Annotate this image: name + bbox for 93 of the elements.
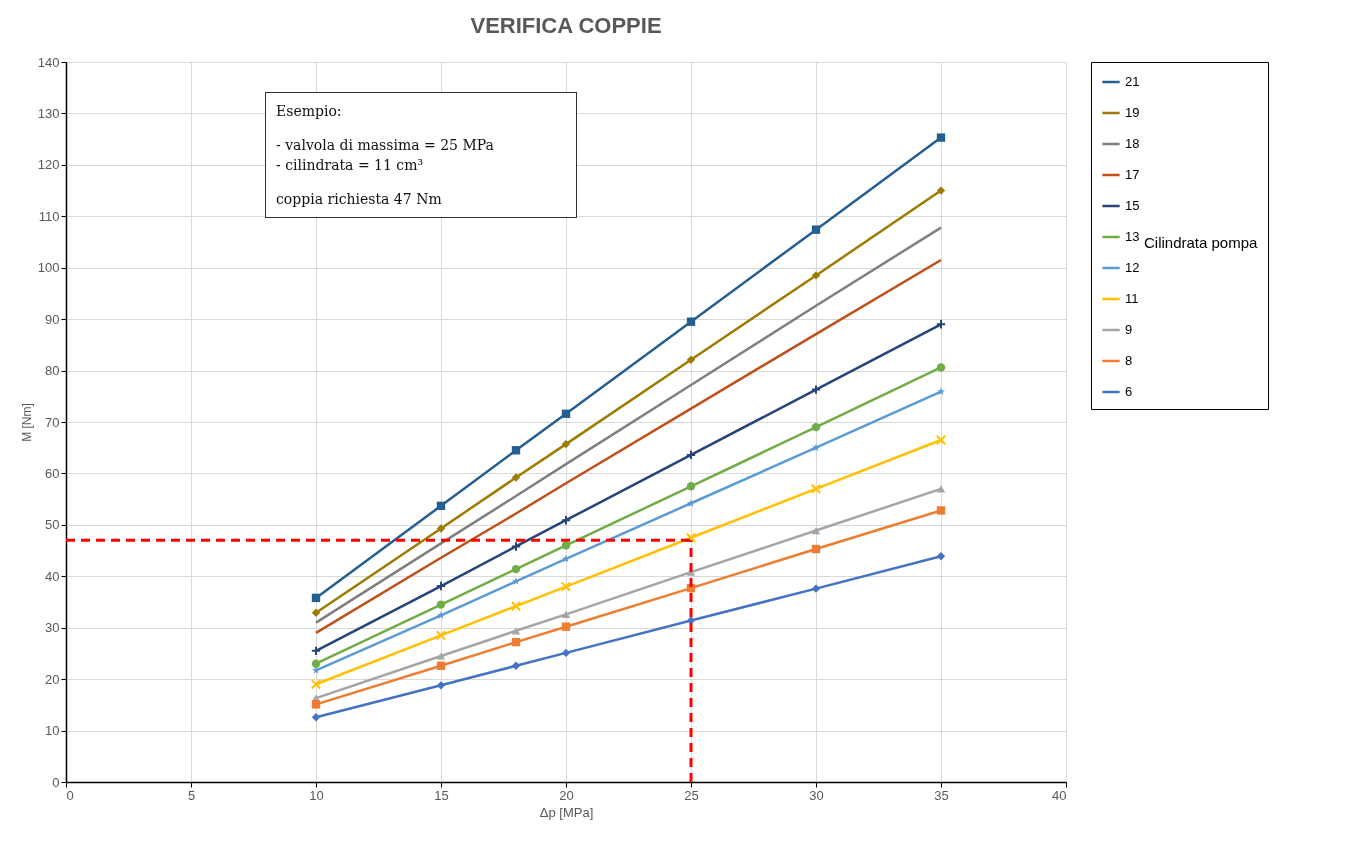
legend-title: Cilindrata pompa — [1144, 234, 1259, 251]
chart-title: VERIFICA COPPIE — [470, 13, 662, 38]
y-tick-label: 70 — [45, 414, 60, 430]
point — [436, 524, 446, 533]
point — [436, 501, 446, 511]
y-tick-label: 40 — [45, 568, 60, 584]
point — [561, 622, 571, 631]
legend-label: 12 — [1125, 260, 1140, 275]
point — [810, 483, 822, 495]
point — [310, 679, 322, 690]
y-tick-label: 20 — [45, 671, 60, 687]
point — [812, 443, 820, 452]
x-tick-label: 35 — [934, 787, 949, 803]
point — [810, 384, 822, 395]
point — [561, 648, 571, 658]
point — [936, 133, 946, 142]
point — [436, 652, 446, 660]
point — [511, 564, 521, 574]
point — [686, 317, 696, 326]
point — [561, 409, 571, 418]
x-tick-label: 25 — [684, 787, 699, 803]
point — [562, 554, 570, 563]
x-axis-title: Δp [MPa] — [539, 804, 594, 820]
x-tick-label: 30 — [809, 787, 824, 803]
point — [435, 630, 447, 641]
point — [936, 506, 946, 515]
legend-label: 19 — [1125, 105, 1140, 120]
point — [936, 363, 946, 372]
y-tick-label: 60 — [45, 465, 60, 481]
point — [811, 225, 821, 234]
y-axis-title: M [Nm] — [19, 403, 34, 442]
y-tick-label: 140 — [37, 54, 60, 70]
point — [936, 186, 946, 195]
point — [511, 473, 521, 482]
point — [811, 526, 821, 535]
point — [510, 600, 522, 612]
y-tick-label: 130 — [37, 105, 60, 121]
point — [811, 584, 821, 593]
y-tick-label: 0 — [52, 774, 60, 790]
point — [510, 541, 522, 552]
y-tick-label: 90 — [45, 311, 60, 327]
point — [686, 355, 696, 364]
annotation: - cilindrata = 11 cm³ — [276, 156, 425, 175]
point — [511, 446, 521, 455]
x-tick-label: 15 — [434, 787, 449, 803]
point — [937, 387, 945, 396]
y-tick-label: 30 — [45, 620, 60, 636]
legend-label: 11 — [1125, 291, 1139, 306]
point — [686, 482, 696, 491]
point — [311, 700, 321, 709]
point — [561, 541, 571, 550]
point — [511, 627, 521, 635]
point — [436, 661, 446, 670]
point — [436, 681, 446, 690]
point — [436, 600, 446, 609]
point — [311, 593, 321, 603]
point — [935, 434, 947, 446]
annotation: - valvola di massima = 25 MPa — [276, 136, 495, 155]
point — [811, 271, 821, 280]
y-tick-label: 50 — [45, 517, 60, 533]
y-tick-label: 120 — [37, 157, 60, 173]
point — [511, 637, 521, 647]
annotation: Esempio: — [276, 102, 343, 121]
legend-label: 9 — [1125, 322, 1133, 337]
point — [811, 544, 821, 554]
y-tick-label: 80 — [45, 363, 60, 379]
legend-label: 21 — [1125, 74, 1140, 89]
y-tick-label: 100 — [37, 260, 60, 276]
x-tick-label: 5 — [187, 787, 196, 803]
point — [811, 422, 821, 432]
y-tick-label: 110 — [38, 208, 60, 224]
point — [311, 608, 321, 617]
point — [561, 439, 571, 449]
x-tick-label: 40 — [1052, 787, 1067, 803]
y-tick-label: 10 — [45, 723, 60, 739]
point — [511, 661, 521, 670]
annotation: coppia richiesta 47 Nm — [276, 190, 443, 209]
x-tick-label: 20 — [559, 787, 574, 803]
point — [687, 499, 695, 507]
point — [685, 532, 697, 543]
legend-label: 15 — [1125, 198, 1140, 213]
legend-label: 8 — [1125, 353, 1133, 368]
legend-label: 6 — [1125, 384, 1133, 399]
x-tick-label: 10 — [309, 787, 324, 803]
x-tick-label: 0 — [66, 787, 74, 803]
point — [936, 552, 946, 561]
legend-label: 18 — [1125, 136, 1140, 151]
point — [560, 581, 572, 592]
point — [561, 610, 571, 618]
point — [311, 713, 321, 722]
point — [311, 659, 321, 668]
legend-label: 13 — [1125, 229, 1140, 244]
legend-label: 17 — [1125, 167, 1140, 182]
